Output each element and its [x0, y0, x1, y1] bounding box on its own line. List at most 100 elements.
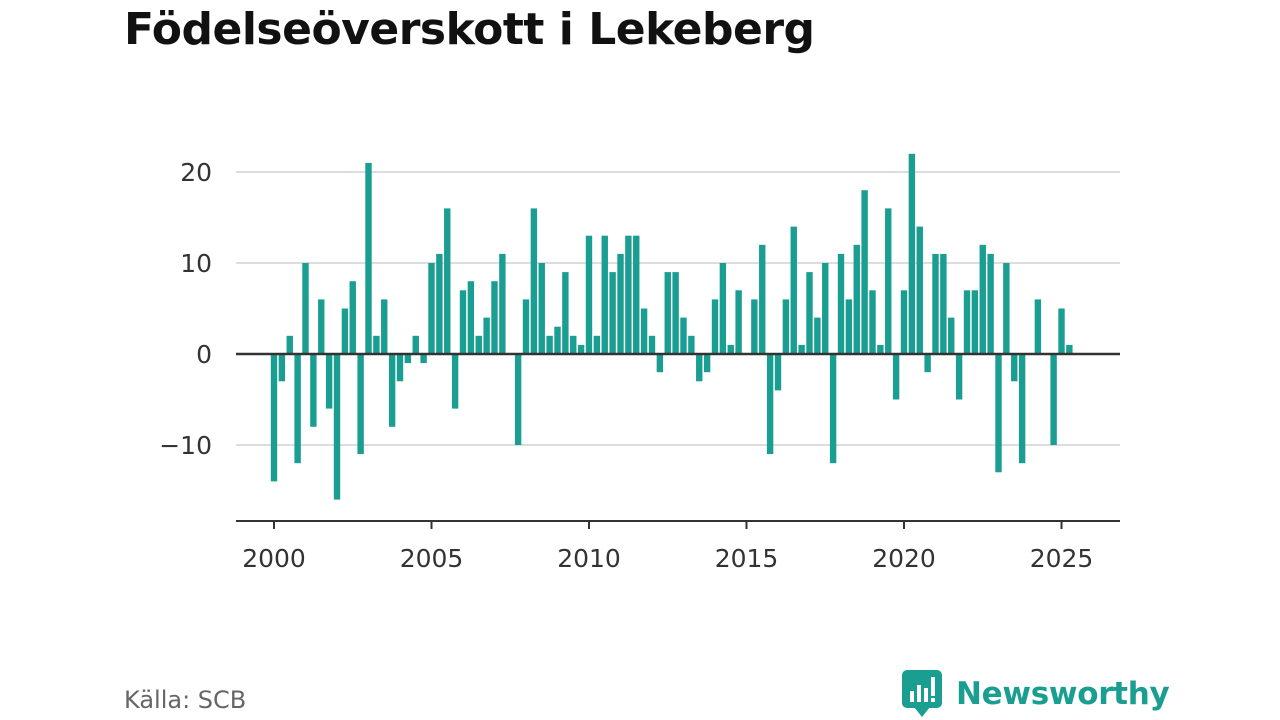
bar: [1011, 354, 1018, 382]
bar: [664, 272, 671, 354]
bar: [759, 244, 766, 354]
bar: [318, 299, 325, 354]
bar: [459, 290, 467, 354]
bar: [570, 335, 577, 354]
bar: [373, 335, 380, 354]
bar: [853, 244, 860, 354]
bar: [940, 253, 947, 354]
bar: [1066, 344, 1073, 354]
bar: [436, 253, 443, 354]
bar: [365, 162, 372, 354]
bar: [349, 281, 356, 354]
bar: [798, 344, 805, 354]
bar: [325, 354, 333, 409]
gridlines: [236, 171, 1120, 446]
x-tick-label: 2020: [872, 544, 936, 573]
y-tick-label: 10: [180, 249, 212, 278]
bar: [577, 344, 585, 354]
bar: [585, 235, 593, 354]
bar: [286, 335, 293, 354]
bar: [420, 354, 427, 364]
bar: [806, 272, 813, 354]
bars: [270, 153, 1073, 500]
bar: [310, 354, 317, 427]
x-tick-label: 2025: [1030, 544, 1094, 573]
bar: [916, 226, 923, 354]
bar: [625, 235, 632, 354]
bar: [1058, 308, 1065, 354]
bar: [538, 263, 545, 354]
bar: [648, 335, 656, 354]
brand-name: Newsworthy: [956, 676, 1170, 712]
bar: [396, 354, 404, 382]
bar: [971, 290, 979, 354]
bar: [885, 208, 892, 354]
y-tick-label: −10: [159, 431, 212, 460]
x-tick-label: 2000: [242, 544, 306, 573]
bar: [829, 354, 837, 464]
bar: [751, 299, 758, 354]
bar: [499, 253, 506, 354]
bar: [790, 226, 797, 354]
bar: [491, 281, 498, 354]
chart-title: Födelseöverskott i Lekeberg: [124, 4, 815, 55]
bar: [475, 335, 482, 354]
bar: [719, 263, 727, 354]
bar: [333, 354, 341, 500]
axes: [236, 352, 1120, 529]
bar: [640, 308, 648, 354]
bar: [727, 344, 734, 354]
bar: [869, 290, 876, 354]
bar: [900, 290, 908, 354]
bar: [696, 354, 703, 382]
x-tick-label: 2015: [715, 544, 779, 573]
bar: [593, 335, 601, 354]
bar: [774, 354, 782, 391]
bar: [680, 317, 687, 354]
bar: [1050, 354, 1057, 445]
bar: [554, 326, 561, 354]
bar: [837, 253, 845, 354]
bar: [467, 281, 475, 354]
bar: [656, 354, 664, 373]
brand-logo[interactable]: Newsworthy: [902, 670, 1170, 718]
bar: [908, 153, 916, 354]
bar: [963, 290, 971, 354]
bar: [302, 263, 309, 354]
newsworthy-chart-bubble-icon: [902, 670, 942, 717]
y-tick-label: 0: [196, 340, 212, 369]
y-tick-label: 20: [180, 158, 212, 187]
bar: [546, 335, 553, 354]
bar: [609, 272, 616, 354]
bar: [924, 354, 931, 373]
bar: [672, 272, 679, 354]
bar: [995, 354, 1002, 473]
bar: [428, 263, 435, 354]
bar: [948, 317, 955, 354]
x-tick-label: 2010: [557, 544, 621, 573]
bar: [766, 354, 774, 455]
bar: [845, 299, 853, 354]
bar: [388, 354, 396, 427]
tick-labels: −10 0 10 20 2000 2005 2010 2015 2020 2025: [159, 158, 1093, 573]
bar: [814, 317, 821, 354]
bar: [1034, 299, 1042, 354]
bar: [341, 308, 349, 354]
bar: [483, 317, 490, 354]
bar: [412, 335, 419, 354]
bar: [987, 253, 994, 354]
bar: [530, 208, 538, 354]
bar: [822, 263, 829, 354]
bar: [514, 354, 522, 445]
bar: [711, 299, 719, 354]
bar: [444, 208, 451, 354]
source-note: Källa: SCB: [124, 686, 247, 714]
x-tick-label: 2005: [400, 544, 464, 573]
bar: [404, 354, 412, 364]
bar: [932, 253, 939, 354]
bar: [617, 253, 624, 354]
bar: [782, 299, 790, 354]
bar: [688, 335, 695, 354]
